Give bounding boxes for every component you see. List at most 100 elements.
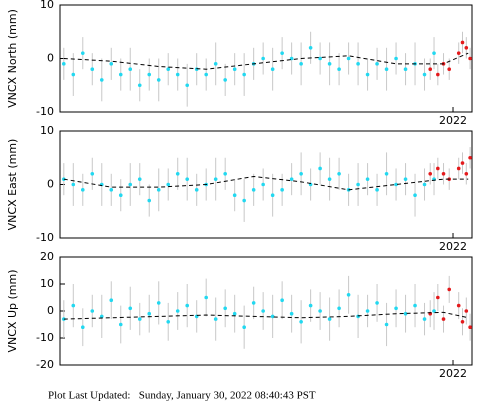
data-point — [213, 317, 218, 321]
data-point — [422, 72, 427, 77]
data-point — [384, 172, 389, 176]
data-point — [375, 301, 379, 305]
data-point — [61, 317, 66, 321]
data-point — [118, 322, 123, 327]
data-point — [327, 317, 332, 321]
data-point — [468, 155, 472, 160]
data-point — [365, 72, 370, 77]
data-point — [327, 62, 332, 66]
data-point — [365, 309, 370, 313]
data-point — [428, 67, 433, 71]
data-point — [456, 166, 461, 171]
data-point — [213, 177, 218, 181]
data-point — [156, 78, 161, 82]
data-point — [432, 51, 436, 55]
y-tick-label: -10 — [36, 331, 54, 344]
data-point — [384, 67, 389, 71]
data-point — [394, 182, 398, 187]
data-point — [232, 67, 237, 71]
data-point — [384, 322, 389, 327]
data-point — [80, 325, 85, 330]
data-point — [337, 172, 341, 176]
data-point — [156, 188, 161, 192]
data-point — [460, 161, 465, 165]
y-tick-label: 0 — [47, 304, 54, 317]
data-point — [422, 317, 427, 321]
data-point — [80, 188, 85, 192]
data-point — [346, 56, 351, 61]
y-tick-label: 10 — [40, 0, 54, 11]
data-point — [441, 172, 446, 176]
y-tick-label: 10 — [40, 277, 54, 290]
data-point — [185, 177, 190, 181]
data-point — [194, 188, 199, 192]
data-point — [308, 46, 313, 50]
y-axis-label: VNCX Up (mm) — [6, 269, 19, 352]
data-point — [394, 306, 398, 311]
data-point — [213, 62, 218, 66]
data-point — [447, 287, 452, 292]
data-point — [318, 309, 322, 313]
data-point — [223, 172, 227, 176]
data-point — [468, 325, 472, 330]
data-point — [365, 177, 370, 181]
data-point — [337, 67, 341, 71]
y-tick-label: -10 — [36, 231, 54, 244]
y-tick-label: -20 — [36, 358, 54, 371]
data-point — [413, 193, 417, 197]
data-point — [175, 72, 180, 77]
data-point — [394, 56, 398, 61]
data-point — [356, 182, 360, 187]
data-point — [80, 51, 85, 55]
data-point — [375, 62, 379, 66]
data-point — [147, 198, 152, 203]
data-point — [61, 62, 66, 66]
data-point — [90, 67, 95, 71]
data-point — [356, 314, 360, 319]
y-tick-label: 20 — [40, 250, 54, 263]
x-tick-label: 2022 — [439, 367, 467, 380]
trend-line — [63, 52, 469, 70]
data-point — [166, 320, 171, 324]
x-tick-label: 2022 — [439, 114, 467, 127]
data-point — [318, 166, 322, 171]
data-point — [204, 295, 208, 300]
data-point — [71, 182, 76, 187]
plot-frame — [59, 130, 473, 239]
data-point — [280, 188, 284, 192]
data-point — [156, 301, 161, 305]
data-point — [118, 193, 123, 197]
y-tick-label: 0 — [47, 52, 54, 65]
trend-line — [63, 175, 469, 191]
data-point — [204, 72, 208, 77]
data-point — [261, 309, 265, 313]
data-point — [185, 303, 190, 308]
y-tick-label: 10 — [40, 124, 54, 137]
data-point — [460, 40, 465, 45]
footer: Plot Last Updated: Sunday, January 30, 2… — [48, 390, 316, 402]
data-point — [403, 177, 408, 181]
data-point — [436, 72, 440, 77]
y-axis-label: VNCX East (mm) — [6, 139, 19, 231]
data-point — [109, 188, 114, 192]
trend-line — [63, 311, 469, 320]
data-point — [175, 172, 180, 176]
data-point — [299, 172, 303, 176]
data-point — [99, 78, 104, 82]
data-point — [464, 172, 469, 176]
data-point — [242, 325, 246, 330]
data-point — [460, 320, 465, 324]
data-point — [327, 177, 332, 181]
data-point — [261, 182, 265, 187]
data-point — [428, 172, 433, 176]
data-point — [456, 303, 461, 308]
data-point — [242, 198, 246, 203]
data-point — [147, 72, 152, 77]
x-tick-label: 2022 — [439, 240, 467, 253]
data-point — [318, 56, 322, 61]
data-point — [464, 46, 469, 50]
data-point — [223, 78, 227, 82]
data-point — [337, 306, 341, 311]
data-point — [251, 188, 256, 192]
